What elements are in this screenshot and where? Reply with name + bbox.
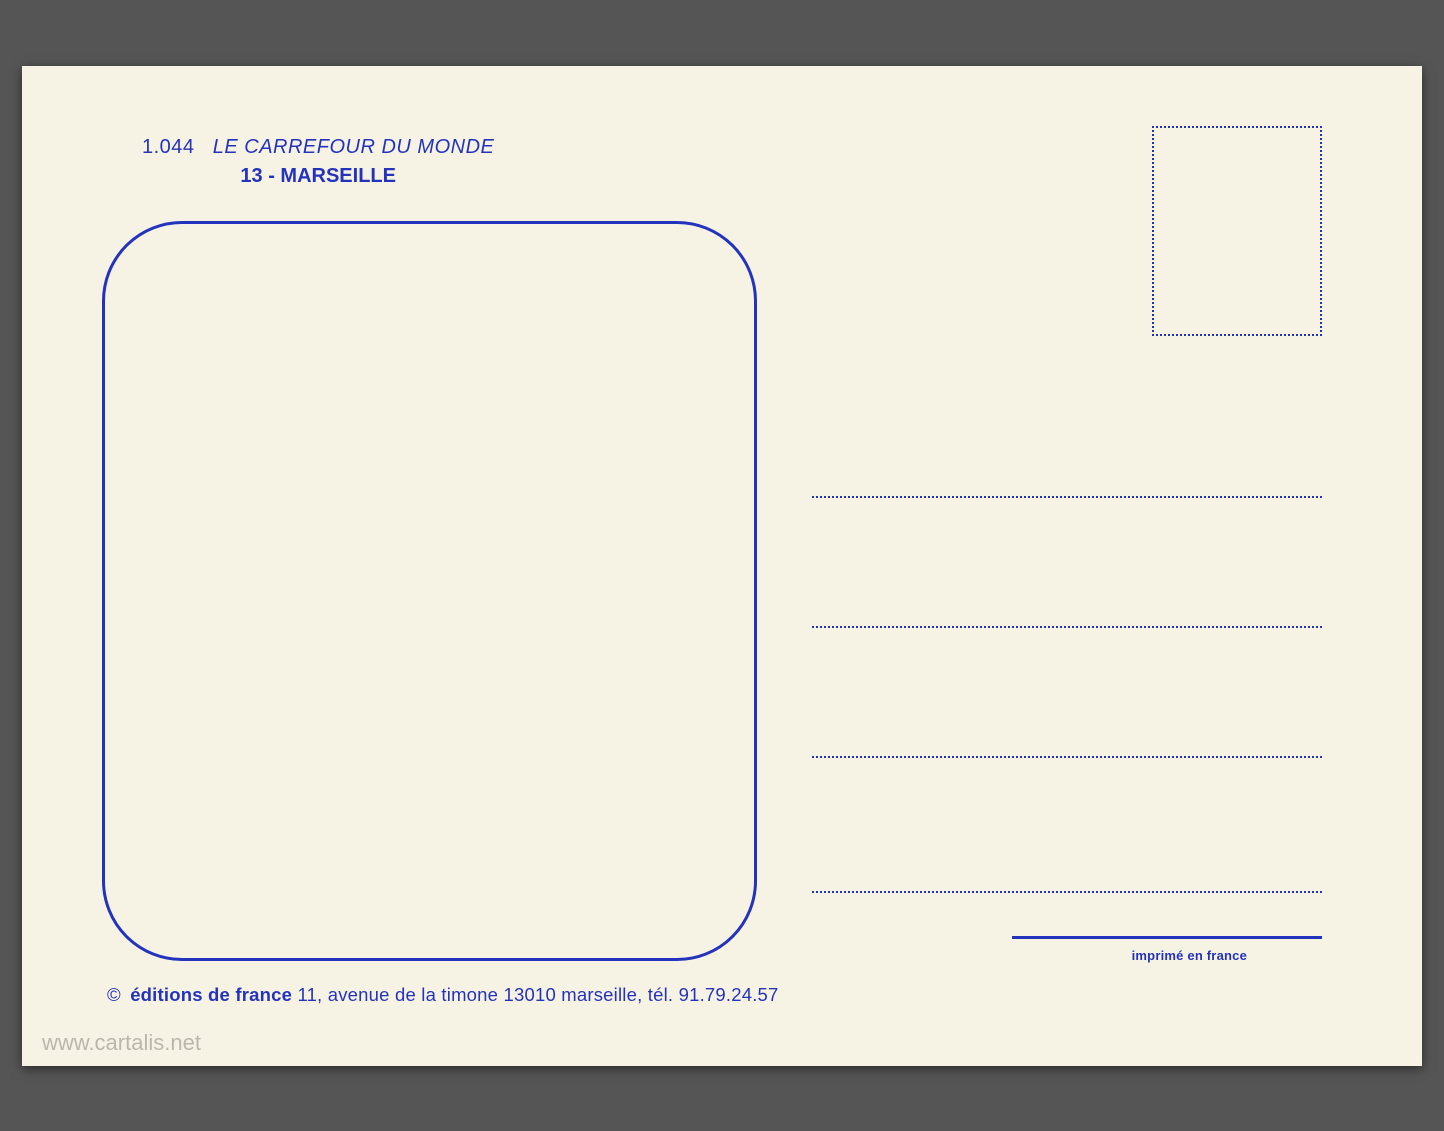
address-line-2[interactable]	[812, 626, 1322, 628]
imprint-label: imprimé en france	[1132, 948, 1247, 963]
address-line-3[interactable]	[812, 756, 1322, 758]
postcard-back: 1.044 LE CARREFOUR DU MONDE 13 - MARSEIL…	[22, 66, 1422, 1066]
ref-number: 1.044	[142, 136, 195, 158]
header-line1: 1.044 LE CARREFOUR DU MONDE	[142, 136, 494, 159]
watermark: www.cartalis.net	[42, 1030, 201, 1056]
stamp-box[interactable]	[1152, 126, 1322, 336]
copyright-symbol: ©	[107, 984, 121, 1005]
publisher-name: éditions de france	[130, 984, 292, 1005]
footer: © éditions de france 11, avenue de la ti…	[107, 984, 779, 1006]
address-line-1[interactable]	[812, 496, 1322, 498]
card-title: LE CARREFOUR DU MONDE	[213, 136, 495, 158]
header: 1.044 LE CARREFOUR DU MONDE 13 - MARSEIL…	[142, 136, 494, 188]
address-line-4[interactable]	[812, 891, 1322, 893]
publisher-address: 11, avenue de la timone 13010 marseille,…	[292, 984, 778, 1005]
country-line	[1012, 936, 1322, 939]
message-box[interactable]	[102, 221, 757, 961]
header-line2: 13 - MARSEILLE	[142, 165, 494, 188]
